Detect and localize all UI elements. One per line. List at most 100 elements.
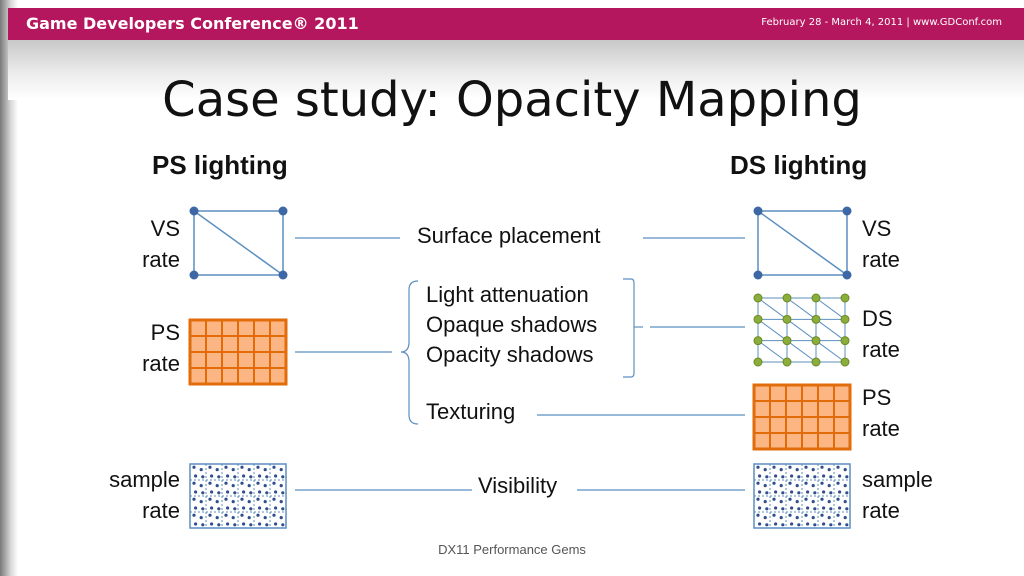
vertex-dot xyxy=(189,206,199,216)
mesh-vertex-dot xyxy=(840,336,850,346)
mesh-diagonal xyxy=(815,297,846,320)
sample-dot xyxy=(836,513,840,517)
sample-dot xyxy=(829,491,833,495)
sample-dot xyxy=(758,522,762,526)
sample-dot xyxy=(804,465,808,469)
sample-dot xyxy=(242,506,246,510)
left-ps-rate-glyph xyxy=(188,318,288,386)
mesh-vertex-dot xyxy=(753,336,763,346)
vertex-dot xyxy=(753,270,763,280)
sample-dot xyxy=(226,490,230,494)
left-vs-label-line1: VS xyxy=(150,216,180,241)
sample-dot xyxy=(231,500,235,504)
sample-dot xyxy=(192,513,196,517)
opaque-shadows-label: Opaque shadows xyxy=(426,312,598,337)
sample-dot xyxy=(813,491,817,495)
sample-dot xyxy=(843,500,847,504)
mesh-diagonal xyxy=(815,318,846,342)
sample-dot xyxy=(226,506,230,510)
sample-dot xyxy=(231,484,235,488)
left-sample-label-line1: sample xyxy=(109,467,180,492)
right-vs-label-line1: VS xyxy=(862,216,892,241)
sample-dot xyxy=(194,474,198,478)
sample-dot xyxy=(779,468,783,472)
sample-dot xyxy=(806,490,810,494)
right-ds-label-line2: rate xyxy=(862,337,900,362)
sample-dot xyxy=(829,523,833,527)
sample-dot xyxy=(843,516,847,520)
sample-dot xyxy=(836,497,840,501)
sample-dot xyxy=(279,468,283,472)
sample-dot xyxy=(781,475,785,479)
sample-dot xyxy=(274,506,278,510)
mesh-vertex-dot xyxy=(811,314,821,324)
sample-dot xyxy=(242,522,246,526)
sample-dot xyxy=(772,497,776,501)
sample-dot xyxy=(215,516,219,520)
sample-dot xyxy=(822,522,826,526)
sample-dot xyxy=(758,506,762,510)
sample-dot xyxy=(765,475,769,479)
sample-dot xyxy=(845,475,849,479)
mesh-vertex-dot xyxy=(811,293,821,303)
texturing-label: Texturing xyxy=(426,399,516,424)
sample-dot xyxy=(822,474,826,478)
right-vs-rate-glyph xyxy=(753,206,852,280)
mesh-diagonal xyxy=(757,318,788,342)
sample-dot xyxy=(258,506,262,510)
sample-dot xyxy=(774,490,778,494)
vertex-dot xyxy=(278,270,288,280)
sample-dot xyxy=(194,522,198,526)
sample-dot xyxy=(756,513,760,517)
sample-dot xyxy=(194,490,198,494)
right-ds-rate-label: DS rate xyxy=(862,303,900,365)
sample-dot xyxy=(827,500,831,504)
sample-dot xyxy=(281,475,285,479)
sample-dot xyxy=(256,481,260,485)
sample-dot xyxy=(829,507,833,511)
sample-dot xyxy=(822,490,826,494)
sample-dot xyxy=(240,497,244,501)
opacity-shadows-label: Opacity shadows xyxy=(426,342,594,367)
right-sample-label-line1: sample xyxy=(862,467,933,492)
sample-dot xyxy=(210,474,214,478)
sample-dot xyxy=(797,491,801,495)
sample-dot xyxy=(279,500,283,504)
sample-dot xyxy=(765,523,769,527)
sample-dot xyxy=(247,516,251,520)
sample-dot xyxy=(258,522,262,526)
conference-date-url: February 28 - March 4, 2011 | www.GDConf… xyxy=(761,17,1002,28)
sample-dot xyxy=(790,474,794,478)
sample-dot xyxy=(263,484,267,488)
right-ps-rate-label: PS rate xyxy=(862,382,900,444)
sample-dot xyxy=(272,513,276,517)
left-vs-label-line2: rate xyxy=(142,247,180,272)
sample-dot xyxy=(813,475,817,479)
sample-dot xyxy=(836,465,840,469)
mesh-diagonal xyxy=(815,340,846,363)
left-ps-label-line2: rate xyxy=(142,351,180,376)
sample-dot xyxy=(210,506,214,510)
sample-dot xyxy=(256,513,260,517)
sample-dot xyxy=(806,522,810,526)
right-vs-label-line2: rate xyxy=(862,247,900,272)
sample-dot xyxy=(201,491,205,495)
sample-dot xyxy=(781,507,785,511)
sample-dot xyxy=(763,484,767,488)
mesh-vertex-dot xyxy=(840,314,850,324)
sample-dot xyxy=(279,484,283,488)
sample-dot xyxy=(281,507,285,511)
sample-dot xyxy=(208,497,212,501)
sample-dot xyxy=(258,490,262,494)
light-attenuation-label: Light attenuation xyxy=(426,282,589,307)
left-edge-shadow xyxy=(0,0,18,576)
sample-dot xyxy=(804,481,808,485)
sample-dot xyxy=(756,465,760,469)
sample-dot xyxy=(265,491,269,495)
header-banner-texture xyxy=(8,40,1024,100)
mesh-vertex-dot xyxy=(840,293,850,303)
sample-dot xyxy=(265,475,269,479)
sample-dot xyxy=(192,481,196,485)
vertex-dot xyxy=(842,270,852,280)
